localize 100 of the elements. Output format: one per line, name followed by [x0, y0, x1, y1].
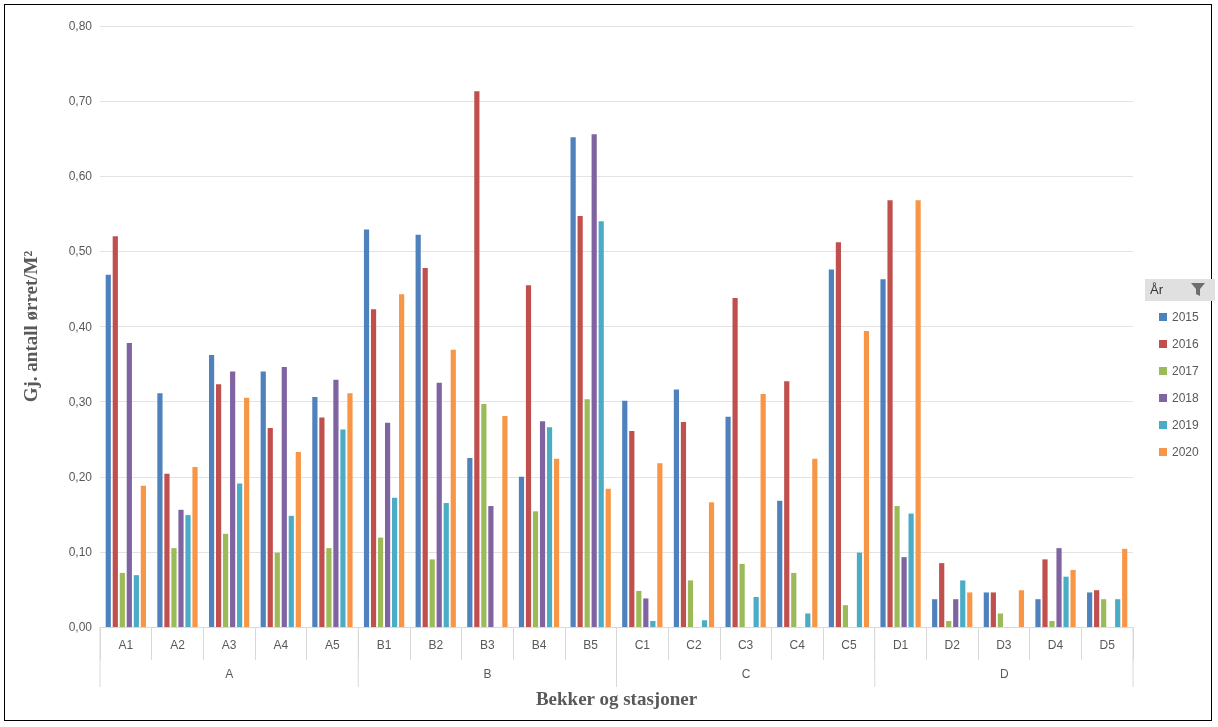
- bar: [384, 422, 391, 627]
- y-tick-label: 0,30: [68, 394, 93, 409]
- x-tick-label: A1: [118, 638, 134, 652]
- bar: [990, 592, 996, 627]
- bar: [488, 506, 494, 627]
- bar: [244, 397, 250, 627]
- bar: [915, 200, 921, 627]
- bar: [687, 580, 694, 627]
- bar: [288, 515, 294, 627]
- bar: [791, 572, 797, 627]
- bar: [835, 242, 841, 627]
- bar: [1101, 599, 1107, 627]
- bar: [326, 548, 332, 627]
- bar: [1087, 592, 1093, 627]
- x-tick-label: D5: [1099, 638, 1116, 652]
- bar: [983, 592, 989, 627]
- bar: [377, 537, 384, 627]
- bar: [997, 613, 1003, 627]
- bar: [863, 331, 870, 627]
- bar: [422, 267, 428, 627]
- bar: [842, 605, 849, 627]
- bar: [812, 458, 818, 627]
- bar: [1018, 590, 1025, 627]
- bar: [967, 592, 973, 627]
- x-tick-label: D1: [892, 638, 909, 652]
- x-tick-label: B4: [531, 638, 547, 652]
- bar: [701, 620, 708, 627]
- bar: [605, 488, 611, 627]
- bar: [230, 371, 236, 627]
- bar: [894, 506, 900, 627]
- text: C: [741, 667, 751, 681]
- bar: [598, 221, 604, 627]
- legend-label: 2017: [1172, 364, 1200, 378]
- x-tick-label: A2: [170, 638, 186, 652]
- bar: [622, 400, 628, 627]
- bar: [539, 421, 546, 627]
- x-tick-label: C4: [789, 638, 806, 652]
- legend-label: 2016: [1172, 337, 1200, 351]
- bar: [1115, 599, 1121, 627]
- bar: [333, 379, 339, 627]
- bar: [577, 216, 583, 627]
- bar: [643, 598, 649, 627]
- bar: [546, 427, 553, 627]
- bar: [105, 274, 111, 627]
- bar: [570, 137, 576, 627]
- bar: [1042, 559, 1048, 627]
- bar: [474, 91, 480, 627]
- bar: [481, 403, 487, 627]
- bar: [591, 134, 597, 627]
- bar: [880, 279, 886, 627]
- x-tick-label: D3: [996, 638, 1012, 652]
- bar: [450, 349, 456, 627]
- y-axis-title: Gj. antall ørret/M²: [20, 250, 41, 403]
- bar: [636, 590, 642, 627]
- bar: [274, 552, 280, 627]
- bar: [932, 599, 938, 627]
- bar: [112, 236, 118, 627]
- x-tick-label: A5: [325, 638, 341, 652]
- y-tick-label: 0,40: [68, 319, 93, 334]
- text: B: [483, 667, 492, 681]
- bar: [467, 457, 473, 627]
- bar: [164, 473, 170, 627]
- bar: [216, 384, 222, 627]
- bar: [960, 580, 966, 627]
- x-axis-title: Bekker og stasjoner: [535, 688, 698, 709]
- bar: [673, 389, 680, 627]
- bar: [784, 381, 790, 627]
- x-tick-label: C5: [841, 638, 857, 652]
- bar: [443, 503, 449, 627]
- y-tick-label: 0,50: [68, 244, 93, 259]
- bar: [732, 297, 738, 627]
- x-tick-label: B1: [376, 638, 392, 652]
- bar: [532, 511, 539, 627]
- bar: [295, 451, 301, 627]
- bar: [708, 502, 715, 627]
- bar: [399, 294, 405, 627]
- x-tick-label: D4: [1047, 638, 1064, 652]
- bar: [1094, 590, 1100, 627]
- bar: [1122, 548, 1128, 627]
- bar: [237, 483, 243, 627]
- legend-label: 2015: [1172, 310, 1200, 324]
- legend-label: 2020: [1172, 445, 1200, 459]
- bar: [260, 371, 266, 627]
- bar: [502, 415, 508, 627]
- bar: [347, 393, 353, 627]
- bar: [518, 476, 525, 627]
- x-tick-label: C1: [634, 638, 651, 652]
- bar: [281, 367, 287, 627]
- bar: [680, 421, 687, 627]
- x-tick-label: B2: [428, 638, 444, 652]
- bar: [760, 394, 766, 627]
- bar: [392, 497, 398, 627]
- bar: [953, 599, 959, 627]
- bar: [429, 559, 435, 627]
- bar: [828, 269, 834, 627]
- bar: [553, 458, 560, 627]
- bar: [805, 613, 811, 627]
- bar: [901, 557, 907, 627]
- bar: [1035, 599, 1041, 627]
- y-tick-label: 0,20: [68, 469, 93, 484]
